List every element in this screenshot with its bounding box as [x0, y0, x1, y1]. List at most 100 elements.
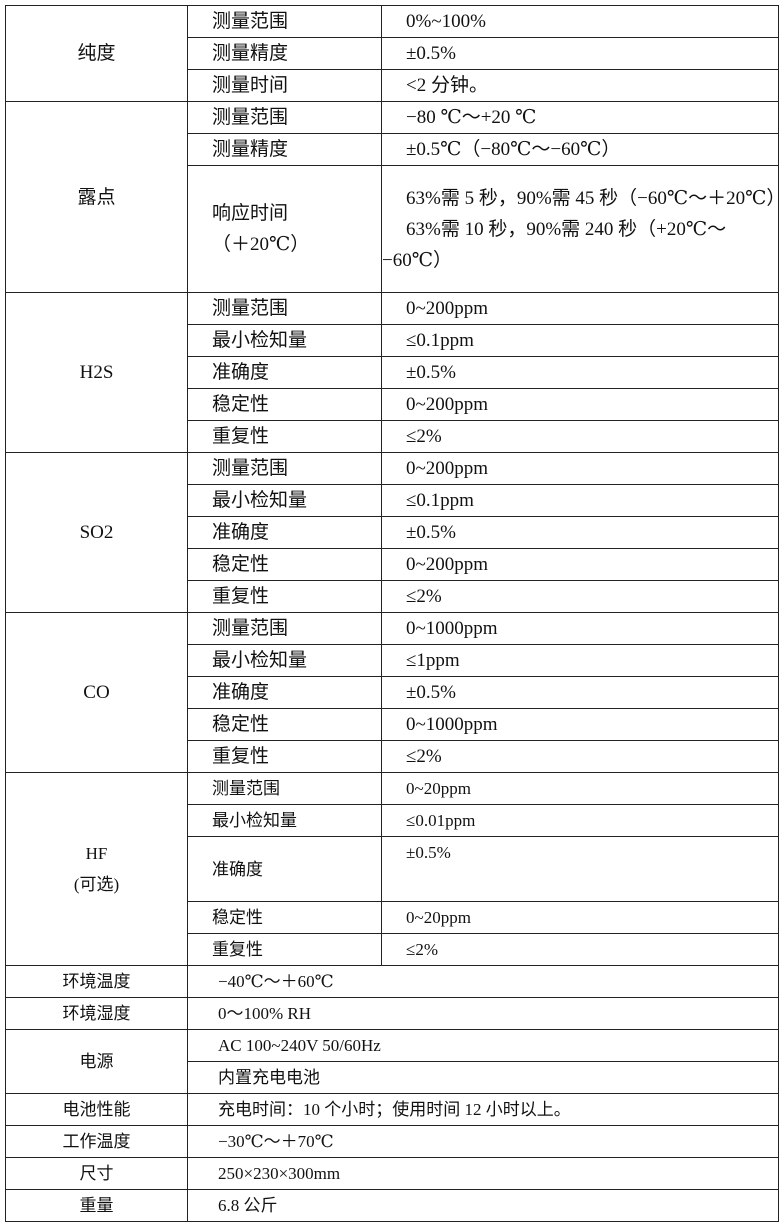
param-name-text: 重复性 [212, 426, 270, 447]
table-row: 测量精度 ±0.5% [6, 37, 779, 70]
param-name-text: 重复性 [212, 940, 263, 959]
param-value-text: ±0.5% [406, 682, 457, 703]
table-row: 尺寸 250×230×300mm [5, 1157, 779, 1190]
general-value: −30℃～＋70℃ [187, 1125, 779, 1158]
param-name-text: 稳定性 [212, 714, 270, 735]
param-value: ≤2% [381, 580, 779, 613]
section-label: 露点 [5, 101, 188, 293]
param-name-text: 测量范围 [212, 618, 289, 639]
param-name: 准确度 [187, 516, 382, 549]
param-name-text: 重复性 [212, 746, 270, 767]
section-label: H2S [5, 292, 188, 453]
general-label: 环境温度 [5, 965, 188, 998]
param-name: 重复性 [187, 740, 382, 773]
param-value-text: ±0.5% [406, 843, 451, 862]
table-row: 测量时间 <2 分钟。 [6, 69, 779, 102]
param-name-text: 响应时间 [212, 203, 289, 224]
param-value: ≤2% [381, 420, 779, 453]
section-label: CO [5, 612, 188, 773]
param-value-text: 0~20ppm [406, 908, 471, 927]
section-label-text: (可选) [73, 875, 120, 894]
param-name-text: 稳定性 [212, 394, 270, 415]
param-value: 0~200ppm [381, 292, 779, 325]
section-label: 纯度 [5, 5, 188, 102]
table-row: 稳定性 0~1000ppm [6, 708, 779, 741]
general-value: 6.8 公斤 [187, 1189, 779, 1222]
param-value-text: ≤0.1ppm [406, 490, 474, 511]
param-name-text: 最小检知量 [212, 490, 308, 511]
param-value: 0~1000ppm [381, 612, 779, 645]
param-value-text: ±0.5℃（−80℃～−60℃） [406, 139, 621, 160]
section-label-text: HF [85, 844, 108, 863]
param-name: 响应时间 （＋20℃） [187, 165, 382, 293]
param-name: 准确度 [187, 836, 382, 902]
param-value-text: −80 ℃～+20 ℃ [406, 107, 537, 128]
param-name-text: 测量范围 [212, 11, 289, 32]
param-value: 0~1000ppm [381, 708, 779, 741]
param-value: <2 分钟。 [381, 69, 779, 102]
table-row: 准确度 ±0.5% [6, 836, 779, 902]
table-row: 稳定性 0~20ppm [6, 901, 779, 934]
param-value: ≤2% [381, 933, 779, 966]
param-name-text: 测量范围 [212, 298, 289, 319]
table-row: CO 测量范围 0~1000ppm [5, 612, 779, 773]
table-row: 最小检知量 ≤1ppm [6, 644, 779, 677]
param-name-text: 测量范围 [212, 458, 289, 479]
table-row: 纯度 测量范围 0%~100% [5, 5, 779, 102]
table-row: 稳定性 0~200ppm [6, 548, 779, 581]
param-value: ±0.5% [381, 37, 779, 70]
table-row: 准确度 ±0.5% [6, 516, 779, 549]
param-name: 稳定性 [187, 548, 382, 581]
param-name: 稳定性 [187, 901, 382, 934]
param-value-text: ≤2% [406, 940, 438, 959]
table-row: 环境温度 −40℃～＋60℃ [5, 965, 779, 998]
param-value-text: 0~20ppm [406, 779, 471, 798]
param-name: 重复性 [187, 420, 382, 453]
param-name: 测量精度 [187, 37, 382, 70]
param-value: −80 ℃～+20 ℃ [381, 101, 779, 134]
table-row: 电源 AC 100~240V 50/60Hz [5, 1029, 779, 1094]
param-value: 0~200ppm [381, 548, 779, 581]
general-value: 内置充电电池 [187, 1061, 779, 1094]
section-label-text: CO [83, 682, 110, 703]
general-value: AC 100~240V 50/60Hz [187, 1029, 779, 1062]
general-label: 环境湿度 [5, 997, 188, 1030]
param-value: ±0.5% [381, 836, 779, 902]
param-name: 最小检知量 [187, 804, 382, 837]
param-value: ±0.5% [381, 356, 779, 389]
param-value-text: 0~1000ppm [406, 714, 498, 735]
param-value-text: 0~200ppm [406, 458, 489, 479]
param-name-text: 准确度 [212, 682, 270, 703]
param-name: 测量范围 [187, 772, 382, 805]
param-value: ≤0.1ppm [381, 324, 779, 357]
param-value: 0~200ppm [381, 452, 779, 485]
param-name-text: 最小检知量 [212, 811, 297, 830]
param-value: ≤1ppm [381, 644, 779, 677]
section-label-text: SO2 [79, 522, 114, 543]
param-name: 测量范围 [187, 452, 382, 485]
param-name-text: 准确度 [212, 362, 270, 383]
param-name: 最小检知量 [187, 484, 382, 517]
section-label-text: H2S [79, 362, 114, 383]
table-row: 环境湿度 0～100% RH [5, 997, 779, 1030]
table-row: 准确度 ±0.5% [6, 676, 779, 709]
param-value-text: ±0.5% [406, 362, 457, 383]
param-value: ≤0.1ppm [381, 484, 779, 517]
table-row: 重复性 ≤2% [6, 420, 779, 453]
param-value: 63%需 5 秒，90%需 45 秒（−60℃～＋20℃） 63%需 10 秒，9… [381, 165, 780, 293]
param-name: 测量时间 [187, 69, 382, 102]
param-value-text: 0~1000ppm [406, 618, 498, 639]
general-label: 工作温度 [5, 1125, 188, 1158]
param-name-text: 重复性 [212, 586, 270, 607]
param-value-text: ≤2% [406, 746, 442, 767]
param-value-text: 0~200ppm [406, 394, 489, 415]
param-name: 稳定性 [187, 708, 382, 741]
param-name-text: 测量精度 [212, 43, 289, 64]
param-value: 0~200ppm [381, 388, 779, 421]
param-value: 0%~100% [381, 5, 779, 38]
param-name: 最小检知量 [187, 644, 382, 677]
general-value: −40℃～＋60℃ [187, 965, 779, 998]
param-value: 0~20ppm [381, 901, 779, 934]
param-value: 0~20ppm [381, 772, 779, 805]
param-name-text: 测量范围 [212, 107, 289, 128]
